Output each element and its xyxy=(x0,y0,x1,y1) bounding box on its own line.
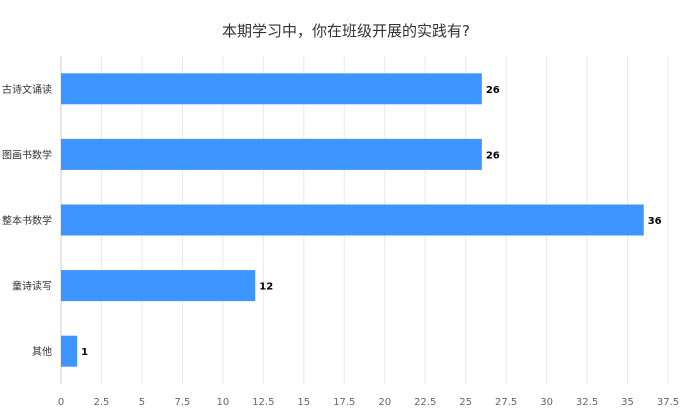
x-tick-label: 17.5 xyxy=(333,397,355,408)
bar xyxy=(61,138,482,170)
data-label: 26 xyxy=(486,150,500,161)
x-tick-label: 35 xyxy=(621,397,634,408)
category-label: 图画书数学 xyxy=(2,148,52,161)
data-label: 1 xyxy=(81,347,88,358)
bar xyxy=(61,204,644,236)
x-tick-label: 0 xyxy=(58,397,64,408)
data-label: 26 xyxy=(486,85,500,96)
x-tick-label: 22.5 xyxy=(414,397,436,408)
bar xyxy=(61,270,256,302)
x-tick-label: 37.5 xyxy=(657,397,679,408)
chart-title: 本期学习中，你在班级开展的实践有? xyxy=(222,22,470,40)
data-label: 12 xyxy=(259,282,273,293)
category-label: 其他 xyxy=(32,345,52,358)
bar xyxy=(61,335,78,367)
category-label: 古诗文诵读 xyxy=(2,83,52,96)
x-tick-label: 5 xyxy=(139,397,145,408)
x-tick-label: 7.5 xyxy=(174,397,190,408)
x-tick-label: 10 xyxy=(216,397,229,408)
x-tick-label: 25 xyxy=(459,397,472,408)
category-label: 童诗读写 xyxy=(12,280,52,293)
x-tick-label: 15 xyxy=(297,397,310,408)
data-label: 36 xyxy=(648,216,662,227)
x-tick-label: 20 xyxy=(378,397,391,408)
x-tick-label: 32.5 xyxy=(576,397,598,408)
category-label: 整本书数学 xyxy=(2,214,52,227)
x-tick-label: 30 xyxy=(540,397,553,408)
x-tick-label: 27.5 xyxy=(495,397,517,408)
x-tick-label: 12.5 xyxy=(252,397,274,408)
x-tick-label: 2.5 xyxy=(94,397,110,408)
bar xyxy=(61,73,482,105)
